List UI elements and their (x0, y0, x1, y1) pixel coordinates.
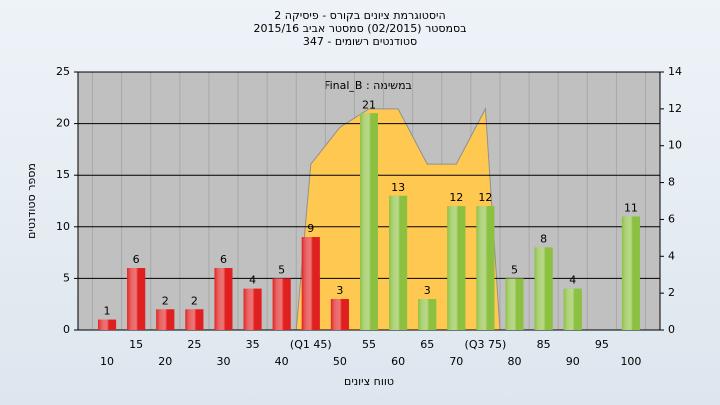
value-label: 8 (540, 232, 547, 245)
bar (476, 206, 495, 330)
x-tick-label: (Q1 45) (290, 338, 332, 351)
value-label: 1 (104, 305, 111, 318)
x-tick-label: 40 (275, 355, 289, 368)
value-label: 11 (624, 201, 638, 214)
title-line: בסמסטר (02/2015) סמסטר אביב 2015/16 (253, 22, 466, 35)
bar (418, 299, 437, 330)
x-tick-label: 35 (246, 338, 260, 351)
y-tick-label: 25 (56, 65, 70, 78)
bar (301, 237, 320, 330)
value-label: 3 (336, 284, 343, 297)
value-label: 2 (191, 294, 198, 307)
bar (447, 206, 466, 330)
bar (534, 247, 553, 330)
y2-tick-label: 6 (668, 212, 675, 225)
y-axis-label: מספר סטודנטים (25, 163, 38, 239)
x-tick-label: 10 (100, 355, 114, 368)
y2-tick-label: 10 (668, 139, 682, 152)
y-tick-label: 20 (56, 117, 70, 130)
x-tick-label: 80 (508, 355, 522, 368)
bar (330, 299, 349, 330)
x-tick-label: 85 (537, 338, 551, 351)
value-label: 5 (278, 263, 285, 276)
x-tick-label: 15 (129, 338, 143, 351)
y2-tick-label: 14 (668, 65, 682, 78)
y-tick-label: 10 (56, 220, 70, 233)
bar (156, 309, 175, 330)
bar (389, 195, 408, 330)
annotation: Final_B : במשימה (324, 79, 412, 92)
bar (185, 309, 204, 330)
x-tick-label: 65 (420, 338, 434, 351)
value-label: 5 (511, 263, 518, 276)
x-tick-label: 100 (620, 355, 641, 368)
value-label: 2 (162, 294, 169, 307)
value-label: 6 (133, 253, 140, 266)
value-label: 3 (424, 284, 431, 297)
bar (621, 216, 640, 330)
value-label: 12 (478, 191, 492, 204)
value-label: 21 (362, 98, 376, 111)
bar (272, 278, 291, 330)
bar (563, 288, 582, 330)
y-tick-label: 5 (63, 271, 70, 284)
y-tick-label: 0 (63, 323, 70, 336)
value-label: 12 (449, 191, 463, 204)
x-tick-label: 25 (187, 338, 201, 351)
x-tick-label: 60 (391, 355, 405, 368)
y2-tick-label: 8 (668, 176, 675, 189)
bar (214, 268, 233, 330)
value-label: 6 (220, 253, 227, 266)
x-axis-label: טווח ציונים (344, 375, 394, 388)
y2-tick-label: 2 (668, 286, 675, 299)
y2-tick-label: 0 (668, 323, 675, 336)
bar (360, 113, 378, 330)
bar (505, 278, 524, 330)
x-tick-label: 20 (158, 355, 172, 368)
x-tick-label: 50 (333, 355, 347, 368)
y-tick-label: 15 (56, 168, 70, 181)
x-tick-label: 70 (449, 355, 463, 368)
x-tick-label: 55 (362, 338, 376, 351)
x-tick-label: (Q3 75) (465, 338, 507, 351)
bar (127, 268, 146, 330)
x-tick-label: 90 (566, 355, 580, 368)
y2-tick-label: 4 (668, 249, 675, 262)
bar (98, 319, 117, 330)
value-label: 13 (391, 181, 405, 194)
bar (243, 288, 262, 330)
x-tick-label: 30 (216, 355, 230, 368)
x-tick-label: 95 (595, 338, 609, 351)
title-line: 347 - סטודנטים רשומים (303, 35, 417, 48)
title-line: היסטוגרמת ציונים בקורס - פיסיקה 2 (274, 9, 445, 22)
y2-tick-label: 12 (668, 102, 682, 115)
value-label: 4 (249, 274, 256, 287)
value-label: 4 (569, 274, 576, 287)
value-label: 9 (307, 222, 314, 235)
